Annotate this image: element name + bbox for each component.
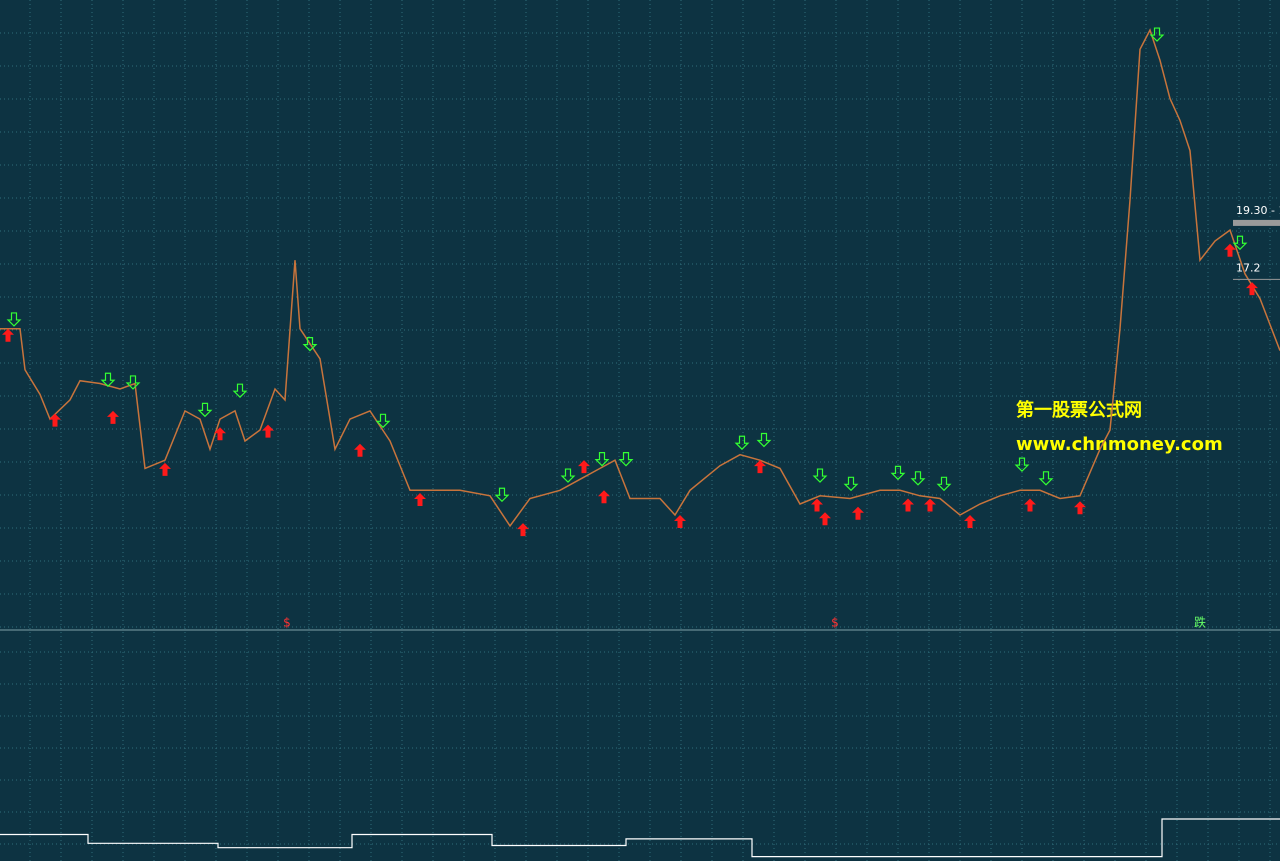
sell-arrow [1038,471,1054,486]
buy-arrow [262,424,274,438]
buy-arrow [964,514,976,528]
indicator-line [0,818,1280,858]
sell-arrow [890,465,906,481]
buy-arrow [107,410,119,424]
buy-arrow [354,443,366,457]
buy-arrow [598,490,610,504]
sell-arrow [100,372,116,388]
sell-arrow [843,476,859,492]
sell-arrow [1232,235,1248,251]
watermark: 第一股票公式网 [1016,399,1142,421]
buy-arrow [819,512,831,526]
sell-arrow [1014,457,1030,472]
sell-arrow [375,413,391,429]
buy-arrow [852,506,864,520]
signal-label: 跌 [1194,615,1206,630]
signal-label: $ [831,616,839,630]
buy-arrow [578,460,590,474]
buy-arrow [1246,282,1258,296]
sell-arrow [812,468,828,483]
buy-arrow [49,413,61,427]
buy-arrow [674,514,686,528]
sell-arrow [494,487,510,503]
price-label-bar [1233,219,1280,226]
buy-arrow [2,328,14,342]
sell-arrow [756,432,772,448]
buy-arrow [811,498,823,512]
buy-arrow [1224,243,1236,257]
buy-arrow [754,460,766,474]
price-line [0,28,1280,528]
sell-arrow [302,337,318,352]
buy-arrow [517,523,529,537]
sell-arrow [197,402,213,418]
signal-label: $ [283,616,291,630]
buy-arrow [902,498,914,512]
price-label: 19.30 - 1 [1236,204,1280,217]
buy-arrow [1024,498,1036,512]
sell-arrow [232,383,248,399]
sell-arrow [618,452,634,467]
sell-arrow [910,471,926,486]
buy-arrow [214,427,226,441]
sell-arrow [560,468,576,483]
buy-arrow [1074,501,1086,515]
sell-arrow [125,375,141,390]
buy-arrow [414,493,426,507]
buy-arrow [924,498,936,512]
sell-arrow [1149,27,1165,42]
sell-arrow [6,312,22,327]
sell-arrow [594,452,610,467]
watermark: www.chnmoney.com [1016,434,1223,455]
buy-arrow [159,462,171,476]
sell-arrow [936,476,952,492]
price-label: 17.2 [1236,261,1261,274]
sell-arrow [734,435,750,451]
